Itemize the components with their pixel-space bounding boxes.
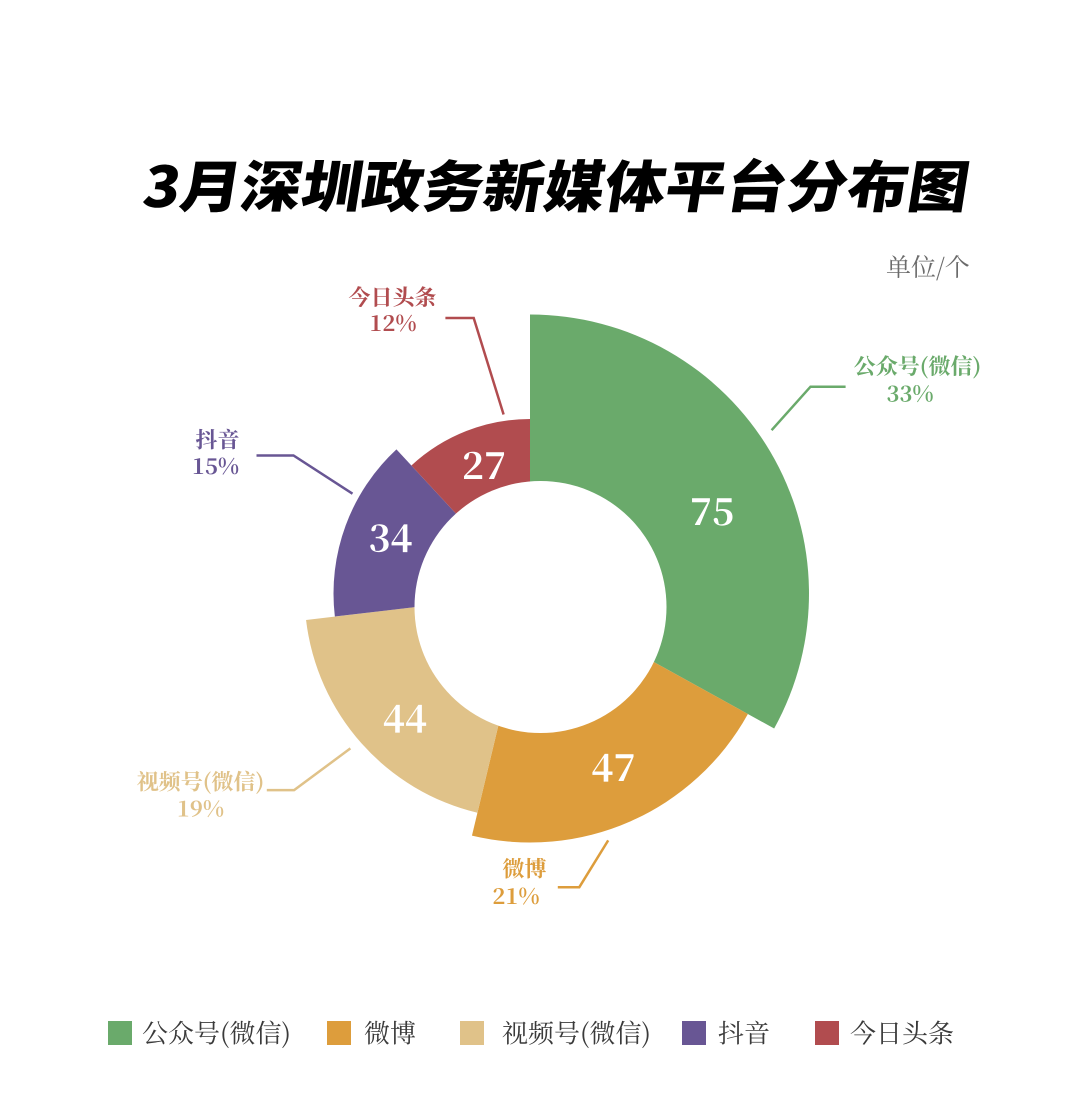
svg-text:27: 27 xyxy=(462,436,506,490)
svg-text:44: 44 xyxy=(383,689,427,743)
svg-text:47: 47 xyxy=(591,738,635,792)
svg-text:21%: 21% xyxy=(492,880,539,911)
svg-text:视频号(微信): 视频号(微信) xyxy=(137,766,265,797)
svg-text:33%: 33% xyxy=(886,378,933,409)
svg-text:今日头条: 今日头条 xyxy=(850,1014,954,1051)
svg-text:公众号(微信): 公众号(微信) xyxy=(142,1014,291,1051)
svg-text:微博: 微博 xyxy=(502,853,546,884)
svg-text:15%: 15% xyxy=(192,450,239,481)
svg-text:今日头条: 今日头条 xyxy=(348,281,436,312)
svg-text:微博: 微博 xyxy=(364,1014,416,1051)
svg-text:75: 75 xyxy=(690,482,734,536)
svg-text:19%: 19% xyxy=(177,793,224,824)
svg-text:公众号(微信): 公众号(微信) xyxy=(854,350,982,381)
svg-text:抖音: 抖音 xyxy=(195,424,239,455)
svg-text:视频号(微信): 视频号(微信) xyxy=(502,1014,651,1051)
svg-text:34: 34 xyxy=(368,509,412,563)
svg-text:12%: 12% xyxy=(369,307,416,338)
svg-text:抖音: 抖音 xyxy=(718,1014,770,1051)
